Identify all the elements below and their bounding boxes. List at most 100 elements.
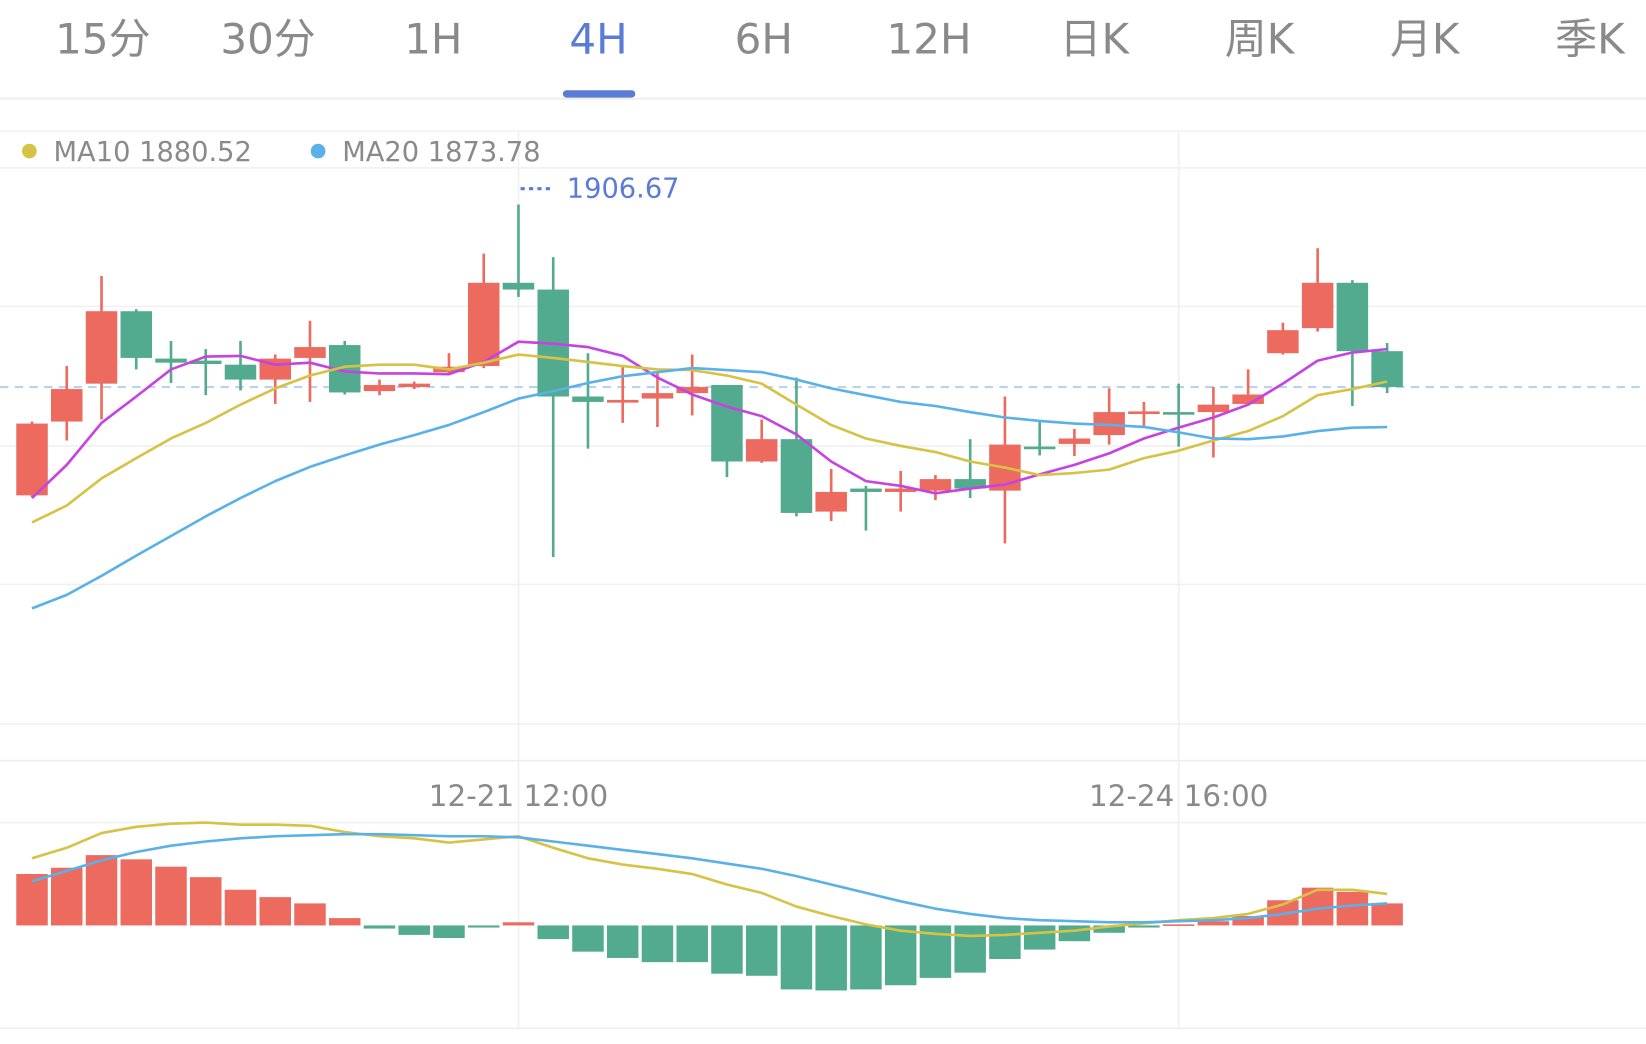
macd-bar (711, 925, 743, 974)
high-label: 1906.67 (567, 173, 680, 204)
macd-bar (224, 889, 257, 926)
candle-body (224, 364, 257, 380)
tab[interactable]: 6H (735, 14, 793, 63)
candle-body (51, 389, 83, 422)
macd-bar (51, 867, 83, 926)
candle-body (572, 396, 604, 402)
macd-bar (1058, 925, 1091, 942)
indicator-line (31, 353, 1388, 524)
candle-body (190, 360, 222, 365)
x-tick-label: 12-21 12:00 (429, 779, 608, 813)
macd-bar (1336, 891, 1369, 926)
macd-bar (641, 925, 674, 963)
macd-bar (294, 903, 326, 926)
indicator-line (31, 366, 1388, 610)
macd-bar (1128, 925, 1160, 928)
candle-body (711, 385, 743, 462)
candle-body (294, 347, 326, 358)
candle-body (1371, 351, 1403, 388)
legend-marker (310, 143, 326, 159)
macd-bar (780, 925, 813, 990)
candle-body (155, 358, 187, 363)
tab[interactable]: 15分 (55, 14, 150, 63)
macd-bar (676, 925, 708, 963)
tab[interactable]: 季K (1555, 14, 1626, 63)
indicator-line (31, 832, 1388, 924)
macd-bar (1023, 925, 1056, 950)
candle-body (850, 488, 882, 492)
macd-bar (398, 925, 430, 935)
macd-bar (884, 925, 917, 986)
candle-body (1232, 394, 1264, 404)
tab[interactable]: 12H (887, 14, 972, 63)
tab[interactable]: 4H (569, 14, 627, 63)
candle-body (641, 393, 674, 399)
x-tick-label: 12-24 16:00 (1089, 779, 1268, 813)
legend-entry: MA20 1873.78 (342, 137, 540, 168)
candle-body (780, 439, 813, 513)
tab-indicator (562, 90, 636, 98)
candle-body (1128, 411, 1160, 415)
macd-bar (1197, 921, 1230, 926)
candle-body (120, 311, 153, 358)
macd-bar (16, 874, 48, 926)
candle-body (363, 385, 396, 392)
candle-body (606, 399, 639, 403)
candle-body (954, 479, 986, 489)
candle-body (1162, 412, 1195, 415)
candle-body (467, 282, 500, 367)
macd-bar (989, 925, 1021, 960)
tab[interactable]: 日K (1059, 14, 1130, 63)
tab[interactable]: 30分 (220, 14, 315, 63)
candle-body (919, 479, 952, 491)
candle-body (1267, 330, 1299, 354)
candle-body (85, 311, 118, 384)
macd-bar (120, 859, 153, 926)
macd-bar (954, 925, 986, 973)
candle-body (884, 488, 917, 492)
legend-value: 1880.52 (139, 137, 252, 168)
macd-bar (502, 922, 535, 926)
tab[interactable]: 周K (1225, 14, 1296, 63)
candle-body (1336, 282, 1369, 352)
macd-bar (572, 925, 604, 952)
candle-body (398, 383, 430, 388)
indicator-line (31, 340, 1388, 500)
legend-value: 1873.78 (428, 137, 541, 168)
candle-body (1093, 412, 1125, 436)
macd-bar (745, 925, 778, 976)
macd-bar (1371, 903, 1403, 926)
macd-bar (1162, 924, 1195, 926)
candle-body (1023, 446, 1056, 450)
macd-bar (815, 925, 847, 991)
candle-body (16, 423, 48, 496)
macd-bar (850, 925, 882, 990)
candle-body (1301, 282, 1334, 329)
macd-bar (1232, 915, 1264, 926)
macd-bar (433, 925, 465, 939)
legend-name: MA20 (342, 137, 419, 168)
candle-body (1058, 438, 1091, 444)
macd-bar (259, 897, 291, 926)
candle-body (502, 282, 535, 290)
macd-bar (467, 925, 500, 928)
macd-bar (328, 918, 361, 926)
tab[interactable]: 月K (1390, 14, 1461, 63)
macd-bar (606, 925, 639, 958)
macd-bar (85, 855, 118, 926)
candle-body (815, 491, 847, 512)
chart-layer: 15分 30分 1H 4H 6H 12H 日K 周K 月K 季K 12-21 12:00 12-24 … (0, 14, 1646, 1029)
legend-entry: MA10 1880.52 (54, 137, 252, 168)
macd-bar (1093, 925, 1125, 933)
candle-body (1197, 404, 1230, 413)
candle-body (676, 387, 708, 394)
macd-bar (190, 877, 222, 926)
tab[interactable]: 1H (404, 14, 462, 63)
macd-bar (363, 925, 396, 929)
legend-name: MA10 (54, 137, 131, 168)
macd-bar (155, 866, 187, 926)
macd-bar (537, 925, 569, 940)
legend-marker (22, 143, 37, 159)
